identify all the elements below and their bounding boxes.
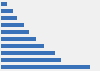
Bar bbox=[1, 65, 90, 69]
Bar bbox=[1, 30, 29, 34]
Bar bbox=[1, 23, 24, 27]
Bar bbox=[1, 58, 61, 62]
Bar bbox=[1, 9, 13, 13]
Bar bbox=[1, 37, 36, 41]
Bar bbox=[1, 2, 7, 6]
Bar bbox=[1, 51, 55, 55]
Bar bbox=[1, 16, 17, 20]
Bar bbox=[1, 44, 44, 48]
